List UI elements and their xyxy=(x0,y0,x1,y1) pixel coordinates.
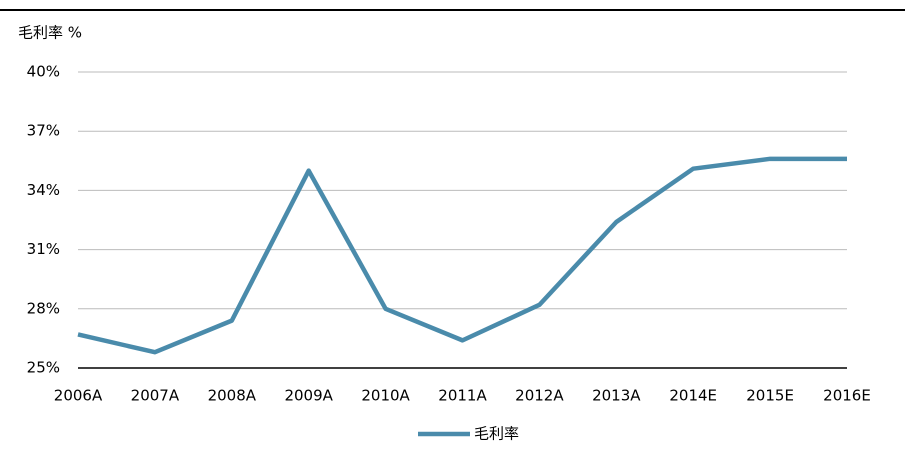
y-axis-label: 毛利率 % xyxy=(18,24,82,42)
y-tick-label: 37% xyxy=(27,122,60,140)
y-tick-label: 34% xyxy=(27,181,60,199)
x-tick-label: 2012A xyxy=(515,387,564,405)
x-tick-label: 2008A xyxy=(208,387,257,405)
x-tick-label: 2009A xyxy=(284,387,333,405)
x-tick-label: 2014E xyxy=(669,387,717,405)
x-tick-label: 2015E xyxy=(746,387,794,405)
y-tick-label: 31% xyxy=(27,240,60,258)
x-tick-label: 2013A xyxy=(592,387,641,405)
data-line xyxy=(77,156,847,355)
y-tick-label: 25% xyxy=(27,359,60,377)
x-tick-label: 2016E xyxy=(823,387,871,405)
x-tick-label: 2010A xyxy=(361,387,410,405)
x-tick-label: 2011A xyxy=(438,387,487,405)
x-tick-label: 2006A xyxy=(54,387,103,405)
x-tick-label: 2007A xyxy=(131,387,180,405)
legend-label: 毛利率 xyxy=(474,425,519,443)
y-tick-label: 28% xyxy=(27,299,60,317)
y-tick-label: 40% xyxy=(27,63,60,81)
